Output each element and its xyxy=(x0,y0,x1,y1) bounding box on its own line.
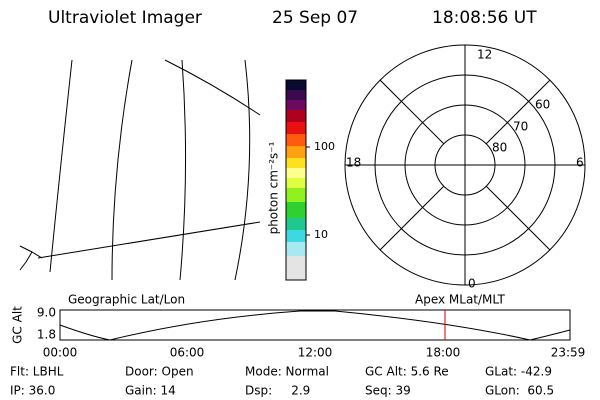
color-step xyxy=(286,230,306,242)
colorbar-label: photon cm⁻²s⁻¹ xyxy=(267,141,281,234)
status-item: GLat: -42.9 xyxy=(485,365,552,379)
altitude-curve xyxy=(59,310,571,341)
x-tick-label: 06:00 xyxy=(170,346,205,360)
color-step xyxy=(286,134,306,146)
colorbar-frame xyxy=(285,79,307,281)
meridian xyxy=(179,59,187,281)
timeline-frame xyxy=(59,309,571,341)
axis xyxy=(379,185,445,251)
lat-label: 70 xyxy=(513,120,528,134)
color-step xyxy=(286,168,306,178)
color-step xyxy=(286,242,306,256)
meridian xyxy=(49,59,73,273)
color-step xyxy=(286,90,306,100)
clock-label: 6 xyxy=(576,156,584,170)
axis xyxy=(379,79,445,145)
status-item: Seq: 39 xyxy=(365,384,411,398)
color-step xyxy=(286,158,306,168)
color-step xyxy=(286,178,306,188)
color-step xyxy=(286,100,306,110)
color-step xyxy=(286,146,306,158)
status-item: Mode: Normal xyxy=(245,365,329,379)
x-tick-label: 18:00 xyxy=(426,346,461,360)
clock-label: 0 xyxy=(468,277,476,291)
time: 18:08:56 UT xyxy=(432,8,537,28)
axis xyxy=(485,185,551,251)
status-item: Flt: LBHL xyxy=(10,365,64,379)
colorbar-tick: 10 xyxy=(314,228,328,241)
colorbar: 100 10 photon cm⁻²s⁻¹ xyxy=(267,79,335,281)
timeline: Geographic Lat/Lon Apex MLat/MLT GC Alt … xyxy=(11,293,586,360)
colorbar-tick: 100 xyxy=(314,140,335,153)
meridian xyxy=(111,59,133,281)
color-step xyxy=(286,256,306,280)
map xyxy=(19,59,261,281)
parallel xyxy=(164,59,261,116)
status-item: Dsp: 2.9 xyxy=(245,384,310,398)
date: 25 Sep 07 xyxy=(272,8,358,28)
y-tick-label: 1.8 xyxy=(37,328,56,342)
color-step xyxy=(286,188,306,202)
lat-label: 60 xyxy=(535,98,550,112)
color-step xyxy=(286,80,306,90)
status-item: Gain: 14 xyxy=(125,384,176,398)
color-step xyxy=(286,110,306,122)
color-step xyxy=(286,202,306,218)
x-tick-label: 23:59 xyxy=(551,346,586,360)
color-step xyxy=(286,218,306,230)
meridian xyxy=(234,59,251,281)
clock-label: 12 xyxy=(477,48,492,62)
y-label: GC Alt xyxy=(11,306,25,344)
status-item: IP: 36.0 xyxy=(10,384,55,398)
axis xyxy=(485,79,551,145)
status: Flt: LBHL Door: Open Mode: Normal GC Alt… xyxy=(10,365,554,398)
x-tick-label: 12:00 xyxy=(298,346,333,360)
timeline-title: Apex MLat/MLT xyxy=(415,293,505,307)
status-item: Door: Open xyxy=(125,365,194,379)
y-tick-label: 9.0 xyxy=(37,306,56,320)
coastline xyxy=(19,245,43,271)
parallel xyxy=(37,221,261,259)
clock-label: 18 xyxy=(346,156,361,170)
lat-label: 80 xyxy=(492,141,507,155)
x-tick-label: 00:00 xyxy=(43,346,78,360)
title: Ultraviolet Imager xyxy=(48,8,202,28)
status-item: GC Alt: 5.6 Re xyxy=(365,365,449,379)
status-item: GLon: 60.5 xyxy=(485,384,554,398)
timeline-title: Geographic Lat/Lon xyxy=(68,293,185,307)
color-step xyxy=(286,122,306,134)
polar-plot: 12 6 18 0 60 70 80 xyxy=(344,44,586,291)
